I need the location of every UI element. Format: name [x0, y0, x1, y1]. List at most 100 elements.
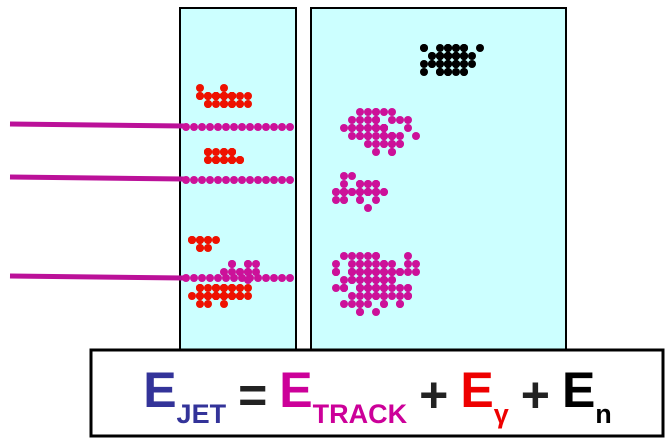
deposit-dot	[372, 188, 380, 196]
deposit-dot	[444, 68, 452, 76]
deposit-dot	[228, 156, 236, 164]
deposit-dot	[364, 204, 372, 212]
term: En	[562, 361, 612, 430]
deposit-dot	[372, 196, 380, 204]
deposit-dot	[404, 268, 412, 276]
deposit-dot	[348, 132, 356, 140]
deposit-dot	[246, 123, 254, 131]
deposit-dot	[364, 124, 372, 132]
deposit-dot	[236, 268, 244, 276]
deposit-dot	[404, 292, 412, 300]
deposit-dot	[262, 123, 270, 131]
deposit-dot	[204, 92, 212, 100]
deposit-dot	[212, 148, 220, 156]
diagram: EJET = ETRACK + Eγ + En	[0, 0, 665, 438]
deposit-dot	[212, 100, 220, 108]
deposit-dot	[212, 292, 220, 300]
term: ETRACK	[279, 361, 407, 430]
deposit-dot	[420, 44, 428, 52]
deposit-dot	[372, 308, 380, 316]
deposit-dot	[236, 92, 244, 100]
deposit-dot	[286, 176, 294, 184]
track	[10, 276, 184, 278]
deposit-dot	[270, 123, 278, 131]
deposit-dot	[220, 148, 228, 156]
deposit-dot	[206, 274, 214, 282]
deposit-dot	[364, 260, 372, 268]
deposit-dot	[182, 123, 190, 131]
symbol: E	[562, 361, 595, 419]
equation: EJET = ETRACK + Eγ + En	[90, 352, 665, 438]
deposit-dot	[332, 284, 340, 292]
deposit-dot	[412, 260, 420, 268]
deposit-dot	[388, 116, 396, 124]
deposit-dot	[372, 148, 380, 156]
subscript: n	[595, 399, 612, 430]
deposit-dot	[356, 260, 364, 268]
deposit-dot	[244, 92, 252, 100]
term: Eγ	[460, 361, 508, 430]
deposit-dot	[236, 156, 244, 164]
subscript: JET	[177, 399, 227, 430]
deposit-dot	[204, 236, 212, 244]
deposit-dot	[348, 292, 356, 300]
deposit-dot	[452, 60, 460, 68]
deposit-dot	[204, 100, 212, 108]
deposit-dot	[372, 284, 380, 292]
deposit-dot	[452, 52, 460, 60]
deposit-dot	[396, 300, 404, 308]
deposit-dot	[364, 180, 372, 188]
deposit-dot	[262, 274, 270, 282]
deposit-dot	[252, 260, 260, 268]
deposit-dot	[396, 132, 404, 140]
deposit-dot	[254, 123, 262, 131]
deposit-dot	[198, 123, 206, 131]
deposit-dot	[380, 140, 388, 148]
deposit-dot	[212, 236, 220, 244]
deposit-dot	[340, 188, 348, 196]
deposit-dot	[228, 100, 236, 108]
deposit-dot	[252, 268, 260, 276]
deposit-dot	[212, 92, 220, 100]
deposit-dot	[204, 292, 212, 300]
deposit-dot	[348, 188, 356, 196]
deposit-dot	[220, 100, 228, 108]
deposit-dot	[198, 274, 206, 282]
subscript: γ	[494, 399, 509, 430]
deposit-dot	[204, 244, 212, 252]
deposit-dot	[396, 268, 404, 276]
deposit-dot	[230, 123, 238, 131]
deposit-dot	[372, 276, 380, 284]
track	[10, 124, 184, 126]
deposit-dot	[428, 52, 436, 60]
operator: +	[419, 366, 448, 424]
deposit-dot	[220, 92, 228, 100]
deposit-dot	[340, 284, 348, 292]
deposit-dot	[372, 268, 380, 276]
deposit-dot	[388, 140, 396, 148]
deposit-dot	[372, 116, 380, 124]
deposit-dot	[468, 52, 476, 60]
symbol: E	[460, 361, 493, 419]
deposit-dot	[476, 44, 484, 52]
deposit-dot	[206, 123, 214, 131]
deposit-dot	[468, 60, 476, 68]
deposit-dot	[270, 274, 278, 282]
deposit-dot	[380, 260, 388, 268]
deposit-dot	[356, 132, 364, 140]
deposit-dot	[196, 236, 204, 244]
deposit-dot	[236, 100, 244, 108]
deposit-dot	[356, 300, 364, 308]
deposit-dot	[364, 300, 372, 308]
deposit-dot	[222, 123, 230, 131]
subscript: TRACK	[313, 399, 408, 430]
deposit-dot	[412, 132, 420, 140]
deposit-dot	[436, 68, 444, 76]
deposit-dot	[238, 123, 246, 131]
deposit-dot	[348, 252, 356, 260]
deposit-dot	[452, 44, 460, 52]
deposit-dot	[220, 84, 228, 92]
deposit-dot	[212, 284, 220, 292]
deposit-dot	[348, 124, 356, 132]
deposit-dot	[340, 276, 348, 284]
